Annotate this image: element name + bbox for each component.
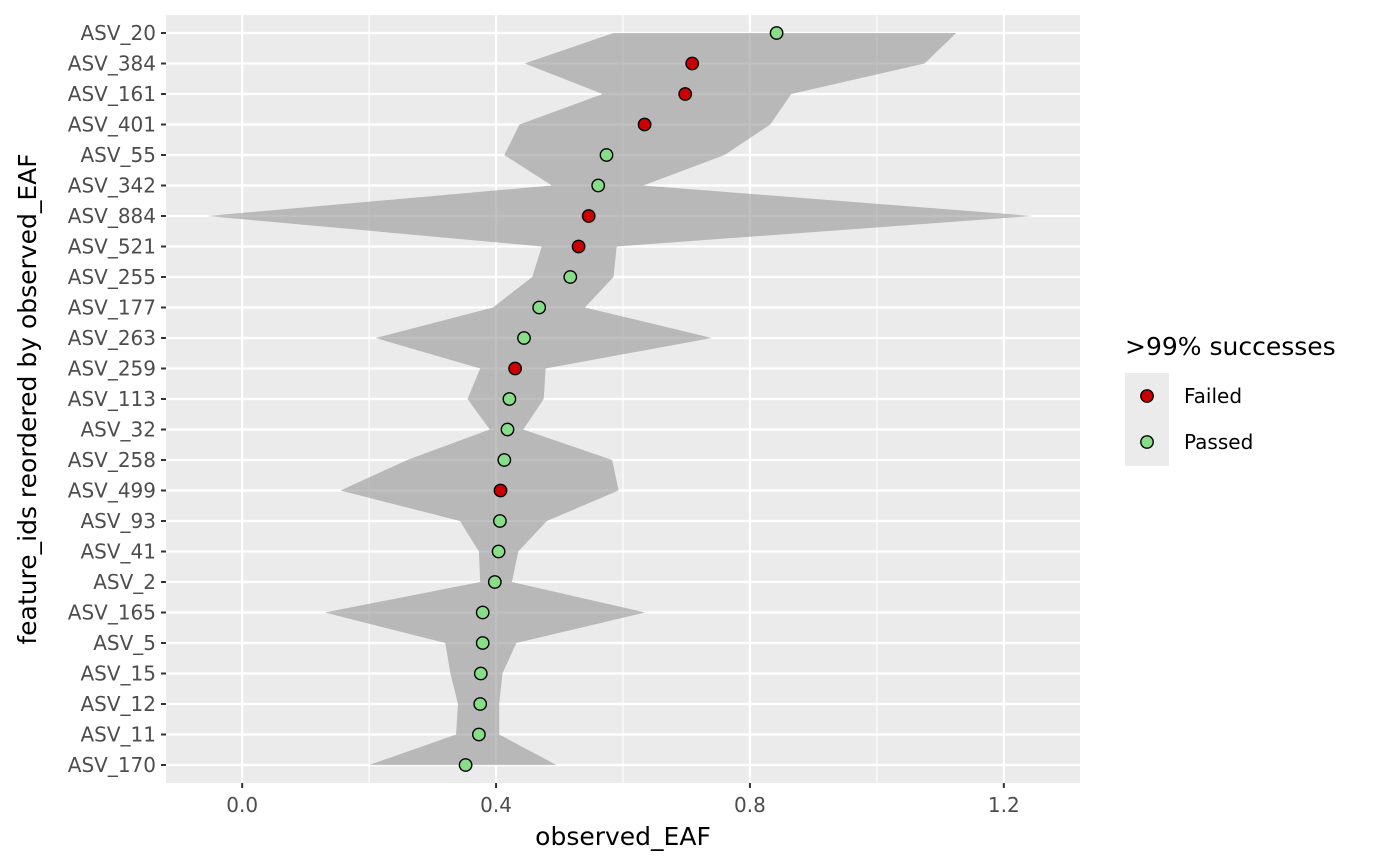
- data-point-asv-93: [492, 514, 507, 528]
- y-tick-label: ASV_55: [80, 143, 156, 167]
- y-tick-label: ASV_884: [68, 204, 156, 228]
- y-tick-label: ASV_113: [68, 387, 156, 411]
- data-point-asv-55: [599, 148, 614, 162]
- y-tick-label: ASV_11: [80, 723, 156, 747]
- x-tick-label: 0.0: [226, 793, 258, 817]
- data-point-asv-342: [591, 178, 606, 193]
- x-axis-title: observed_EAF: [535, 822, 711, 851]
- legend-key-failed: [1140, 389, 1154, 403]
- data-point-asv-113: [502, 392, 517, 406]
- y-tick-label: ASV_165: [68, 601, 156, 625]
- y-tick-label: ASV_170: [68, 753, 156, 777]
- legend-entries: Failed Passed: [1140, 384, 1253, 454]
- y-tick-label: ASV_521: [68, 235, 156, 259]
- data-point-asv-165: [475, 605, 490, 620]
- data-point-asv-11: [471, 727, 486, 742]
- y-tick-label: ASV_20: [80, 21, 156, 45]
- y-axis-title: feature_ids reordered by observed_EAF: [13, 153, 42, 644]
- data-point-asv-32: [500, 422, 515, 437]
- data-point-asv-41: [491, 544, 506, 559]
- confidence-ribbon: [207, 33, 1033, 765]
- x-tick-label: 0.8: [734, 793, 766, 817]
- data-point-asv-170: [458, 758, 473, 772]
- data-point-asv-499: [493, 483, 508, 498]
- legend-key-passed: [1140, 435, 1154, 449]
- y-axis: ASV_20 ASV_384 ASV_161 ASV_401 ASV_55 ASV_342…: [68, 21, 166, 777]
- data-point-asv-177: [532, 300, 547, 315]
- data-point-asv-884: [581, 209, 596, 223]
- y-tick-label: ASV_255: [68, 265, 156, 289]
- y-tick-label: ASV_12: [80, 692, 156, 716]
- x-axis: 0.0 0.4 0.8 1.2: [226, 783, 1020, 817]
- y-tick-label: ASV_499: [68, 479, 156, 503]
- legend-label-passed: Passed: [1184, 430, 1253, 454]
- y-tick-label: ASV_15: [80, 662, 156, 686]
- y-tick-label: ASV_32: [80, 418, 156, 442]
- y-tick-label: ASV_263: [68, 326, 156, 350]
- data-point-asv-2: [487, 575, 502, 589]
- data-point-asv-12: [473, 697, 488, 711]
- point-layer: [458, 26, 784, 772]
- y-tick-label: ASV_401: [68, 113, 156, 137]
- y-tick-label: ASV_2: [93, 570, 156, 594]
- y-tick-label: ASV_342: [68, 174, 156, 198]
- y-tick-label: ASV_177: [68, 296, 156, 320]
- data-point-asv-258: [497, 453, 512, 467]
- y-tick-label: ASV_259: [68, 357, 156, 381]
- y-tick-label: ASV_258: [68, 448, 156, 472]
- data-point-asv-263: [517, 331, 531, 345]
- data-point-asv-259: [508, 361, 522, 376]
- legend-title: >99% successes: [1125, 332, 1336, 361]
- data-point-asv-384: [685, 56, 700, 71]
- data-point-asv-401: [637, 117, 652, 132]
- y-tick-label: ASV_93: [80, 509, 156, 533]
- legend: >99% successes Failed Passed: [1125, 332, 1336, 466]
- ribbon-layer: [207, 33, 1033, 765]
- data-point-asv-161: [678, 87, 693, 101]
- y-tick-label: ASV_384: [68, 52, 156, 76]
- y-tick-label: ASV_5: [93, 631, 156, 655]
- data-point-asv-255: [563, 270, 578, 284]
- y-tick-label: ASV_161: [68, 82, 156, 106]
- x-tick-label: 1.2: [988, 793, 1020, 817]
- data-point-asv-15: [473, 666, 488, 681]
- x-tick-label: 0.4: [480, 793, 512, 817]
- data-point-asv-5: [475, 636, 490, 650]
- y-tick-label: ASV_41: [80, 540, 156, 564]
- data-point-asv-521: [571, 239, 586, 254]
- legend-label-failed: Failed: [1184, 384, 1242, 408]
- legend-key-background: [1125, 373, 1169, 466]
- data-point-asv-20: [769, 26, 784, 40]
